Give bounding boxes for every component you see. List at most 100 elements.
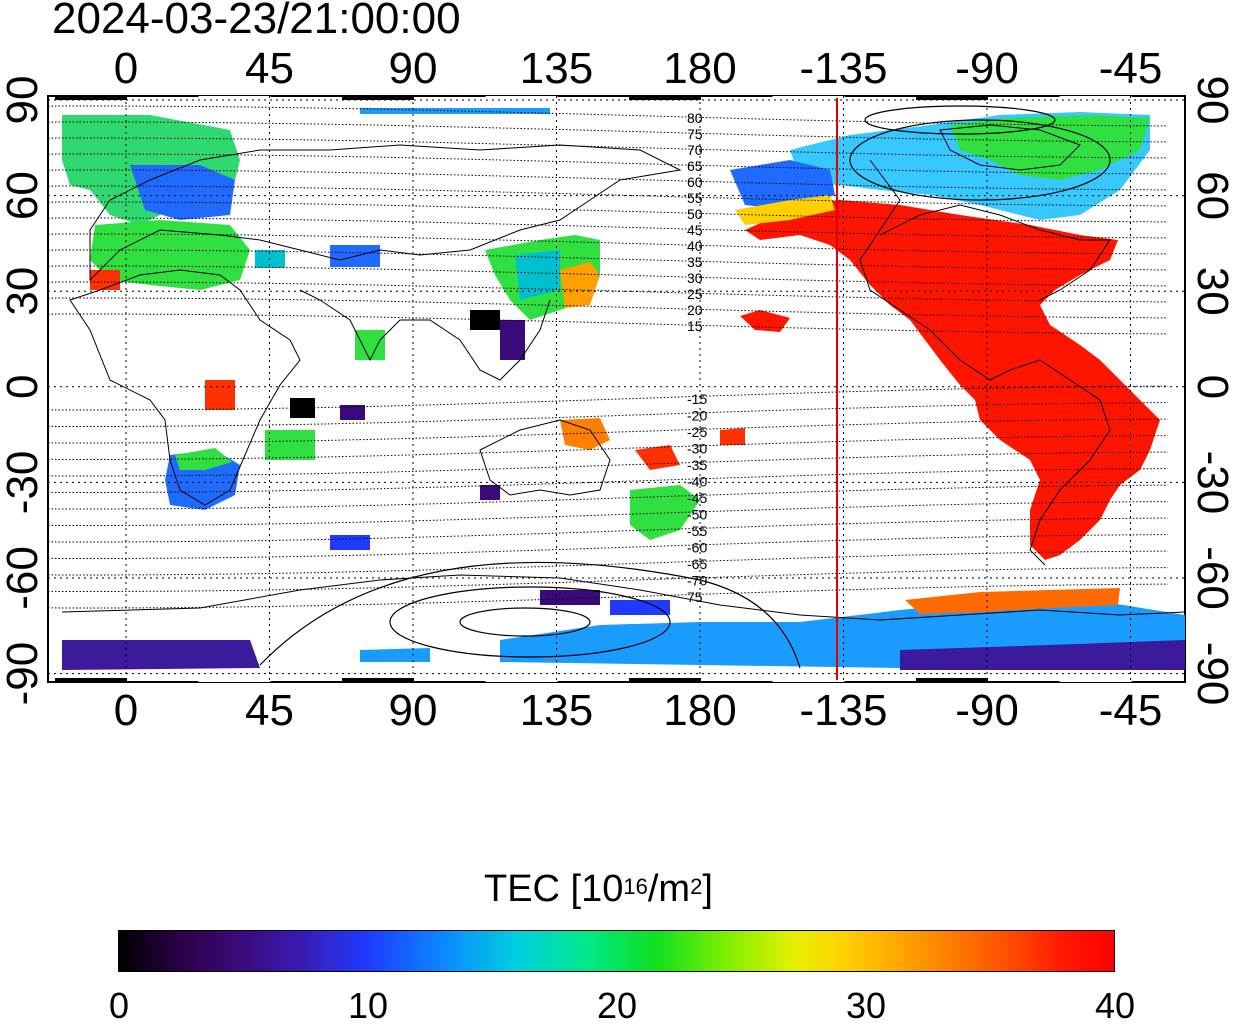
contour-line-north [47, 121, 1169, 143]
left-latitude-label: 60 [0, 171, 47, 220]
magnetic-latitude-contours [47, 105, 1169, 609]
timestamp-title: 2024-03-23/21:00:00 [52, 0, 461, 43]
tec-patch [540, 590, 600, 605]
bottom-longitude-label: 135 [520, 686, 593, 735]
bottom-longitude-label: 90 [389, 686, 438, 735]
tec-patch [355, 330, 385, 360]
contour-line-south [47, 451, 1169, 477]
contour-label-south: -60 [687, 540, 707, 556]
axis-bar-top [198, 96, 271, 100]
south-pole-contours [259, 105, 1111, 669]
contour-line-north [47, 281, 1169, 303]
contour-line-north [47, 233, 1169, 255]
axis-bar-top [55, 96, 127, 100]
contour-label-south: -20 [687, 408, 707, 424]
contour-label-north: 30 [687, 270, 703, 286]
axis-bar-top [629, 96, 701, 100]
axis-bar-top [485, 96, 558, 100]
left-latitude-label: 90 [0, 76, 47, 125]
contour-label-north: 20 [687, 302, 703, 318]
contour-line-north [47, 265, 1169, 287]
contour-line-south [47, 517, 1169, 543]
tec-region-alaska [730, 160, 835, 210]
contour-line-south [47, 468, 1169, 493]
left-latitude-label: 0 [0, 375, 47, 399]
contour-line-north [47, 153, 1169, 175]
colorbar-title-unit: /m [647, 868, 691, 910]
axis-bar-bottom [198, 678, 271, 682]
bottom-longitude-label: 180 [663, 686, 736, 735]
contour-line-south [47, 484, 1169, 510]
bottom-longitude-label: -90 [955, 686, 1019, 735]
contour-line-south [47, 534, 1169, 559]
right-latitude-label: -60 [1188, 546, 1235, 610]
contour-label-north: 50 [687, 206, 703, 222]
tec-region-antarctic-west2 [360, 648, 430, 662]
axis-bar-top [342, 96, 414, 100]
top-longitude-label: 0 [114, 44, 138, 93]
contour-line-north [47, 169, 1169, 191]
contour-label-south: -35 [687, 457, 707, 473]
contour-label-north: 70 [687, 142, 703, 158]
axis-bars [55, 96, 1132, 682]
right-latitude-label: 30 [1188, 267, 1235, 316]
tec-world-map: 8075706560555045403530252015-15-20-25-30… [0, 44, 1235, 735]
contour-label-south: -45 [687, 490, 707, 506]
bottom-longitude-ticks: 0 45 90 135 180 -135 -90 -45 [114, 686, 1163, 735]
contour-line-south [47, 418, 1169, 444]
top-longitude-label: 180 [663, 44, 736, 93]
top-longitude-label: 45 [245, 44, 294, 93]
top-longitude-label: -135 [799, 44, 887, 93]
contour-label-north: 75 [687, 126, 703, 142]
tec-patch [290, 398, 315, 418]
tec-patch [205, 380, 235, 410]
contour-label-south: -40 [687, 474, 707, 490]
tec-region-antarctic-warm [905, 588, 1120, 614]
colorbar-label-30: 30 [845, 985, 887, 1026]
tec-patch [330, 535, 370, 550]
contour-label-north: 80 [687, 110, 703, 126]
axis-bar-bottom [485, 678, 558, 682]
bottom-longitude-label: 0 [114, 686, 138, 735]
left-latitude-ticks: 90 60 30 0 -30 -60 -90 [0, 76, 47, 706]
contour-label-north: 40 [687, 238, 703, 254]
contour-label-south: 75 [687, 589, 703, 605]
contour-label-north: 60 [687, 174, 703, 190]
contour-label-south: -55 [687, 523, 707, 539]
coastlines [61, 124, 1186, 621]
left-latitude-label: -90 [0, 642, 47, 706]
contour-label-south: -30 [687, 441, 707, 457]
contour-line-north [47, 137, 1169, 159]
tec-region-scandinavia [130, 165, 235, 220]
colorbar-label-0: 0 [108, 985, 130, 1026]
contour-label-south: -65 [687, 556, 707, 572]
tec-region-europe [90, 220, 250, 290]
right-latitude-label: 90 [1188, 76, 1235, 125]
contour-line-south [47, 385, 1169, 411]
contour-line-south [47, 583, 1169, 609]
colorbar-label-40: 40 [1094, 985, 1136, 1026]
top-longitude-ticks: 0 45 90 135 180 -135 -90 -45 [114, 44, 1163, 93]
contour-line-north [47, 297, 1169, 319]
tec-region-south-africa-top [175, 448, 232, 470]
contour-label-south: -15 [687, 391, 707, 407]
axis-bar-bottom [342, 678, 414, 682]
tec-patch [90, 270, 120, 290]
tec-region-alaska-edge [735, 195, 835, 225]
colorbar-label-20: 20 [596, 985, 638, 1026]
contour-label-north: 35 [687, 254, 703, 270]
tec-region-antarctic-south [900, 640, 1185, 670]
contour-line-north [47, 185, 1169, 207]
axis-bar-top [916, 96, 988, 100]
left-latitude-label: -60 [0, 546, 47, 610]
top-longitude-label: 135 [520, 44, 593, 93]
contour-line-south [47, 501, 1169, 526]
left-latitude-label: 30 [0, 267, 47, 316]
tec-patch [610, 600, 670, 615]
top-longitude-label: -90 [955, 44, 1019, 93]
contour-line-south [47, 402, 1169, 427]
contour-label-north: 45 [687, 222, 703, 238]
top-longitude-label: 90 [389, 44, 438, 93]
contour-line-north [47, 105, 1169, 127]
axis-bar-bottom [1059, 678, 1132, 682]
